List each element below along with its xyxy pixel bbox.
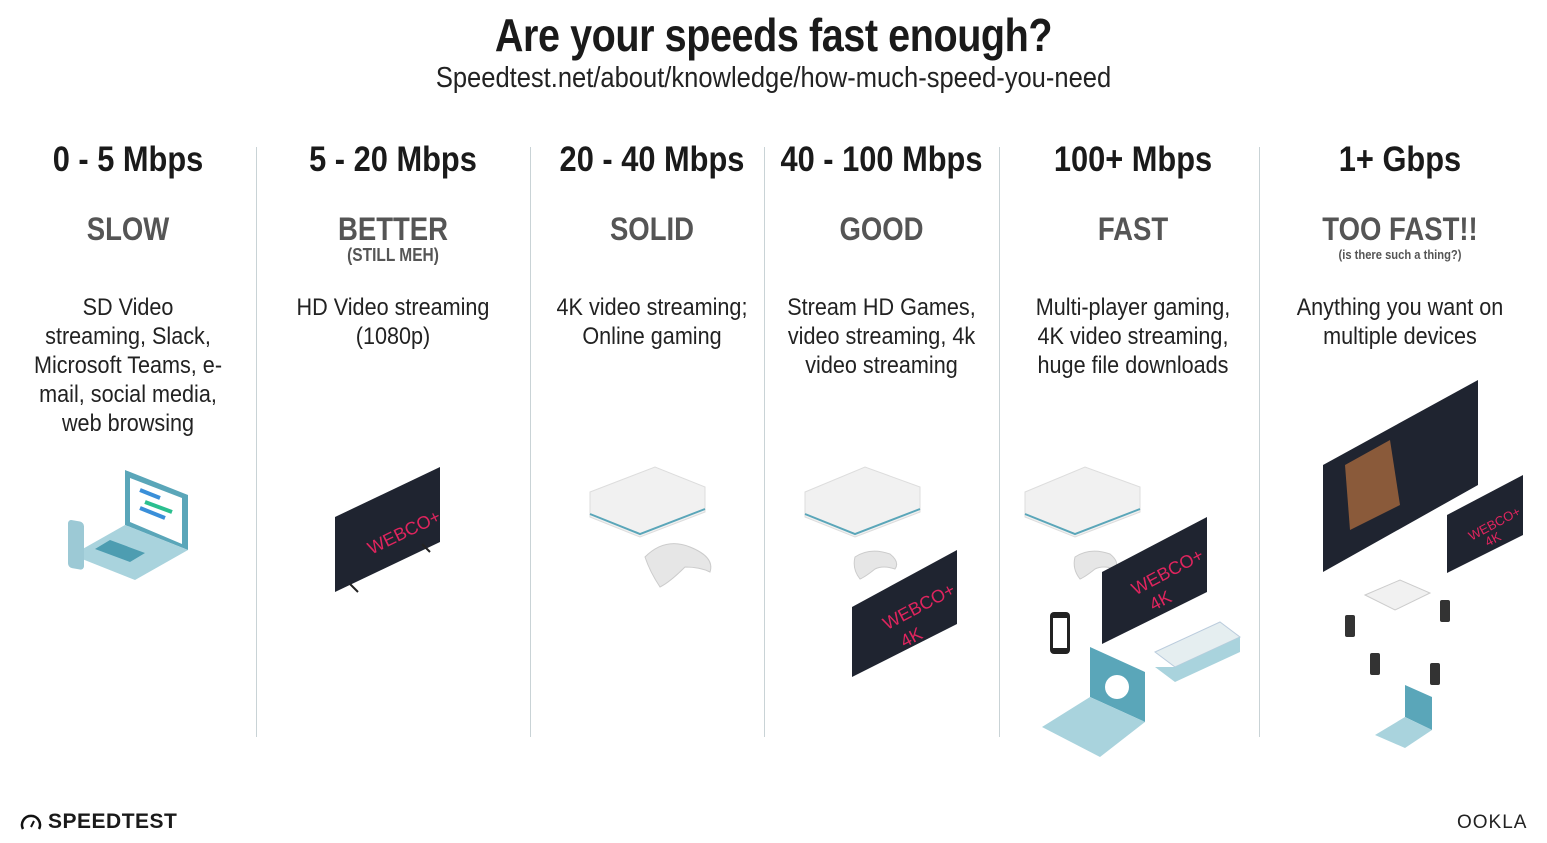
column-divider	[999, 147, 1000, 737]
column-divider	[764, 147, 765, 737]
speedtest-logo: SPEEDTEST	[20, 810, 177, 834]
tier-rating-sub: (is there such a thing?)	[1338, 247, 1462, 262]
page-title: Are your speeds fast enough?	[494, 9, 1053, 61]
tier-column-solid: 20 - 40 Mbps SOLID	[530, 140, 774, 246]
column-divider	[1259, 147, 1260, 737]
tier-column-good: 40 - 100 Mbps GOOD	[764, 140, 999, 246]
tier-description: Stream HD Games, video streaming, 4k vid…	[787, 294, 976, 379]
tier-rating: BETTER	[337, 211, 449, 247]
tier-speed: 20 - 40 Mbps	[559, 140, 745, 179]
game-console-icon	[589, 466, 712, 588]
tier-speed: 40 - 100 Mbps	[780, 140, 983, 179]
gbps-devices-icon: WEBCO+ 4K	[1323, 380, 1523, 748]
gamepad-icon	[644, 543, 712, 588]
tier-speed: 5 - 20 Mbps	[309, 140, 477, 179]
tier-column-too-fast: 1+ Gbps TOO FAST!! (is there such a thin…	[1280, 140, 1520, 264]
laptop-icon	[68, 470, 188, 580]
column-divider	[256, 147, 257, 737]
tier-rating: TOO FAST!!	[1322, 211, 1478, 247]
column-divider	[530, 147, 531, 737]
fast-devices-icon: WEBCO+ 4K	[1024, 466, 1241, 757]
source-url: Speedtest.net/about/knowledge/how-much-s…	[435, 62, 1112, 94]
tier-description: HD Video streaming (1080p)	[296, 294, 490, 350]
tier-speed: 0 - 5 Mbps	[52, 140, 204, 179]
tier-column-slow: 0 - 5 Mbps SLOW	[0, 140, 256, 246]
good-devices-icon: WEBCO+ 4K	[804, 466, 958, 677]
tier-column-better: 5 - 20 Mbps BETTER (STILL MEH)	[256, 140, 530, 264]
tier-description: Multi-player gaming, 4K video streaming,…	[1035, 294, 1231, 379]
svg-text:4K: 4K	[1482, 529, 1503, 550]
tier-rating: GOOD	[839, 211, 924, 247]
tier-description: Anything you want on multiple devices	[1296, 294, 1504, 350]
tier-description: SD Video streaming, Slack, Microsoft Tea…	[33, 294, 223, 437]
tier-description: 4K video streaming; Online gaming	[556, 294, 748, 350]
speedometer-icon	[20, 814, 42, 830]
tv-icon: WEBCO+	[335, 467, 444, 593]
tier-rating: SLOW	[86, 211, 170, 247]
ookla-logo: OOKLA	[1457, 812, 1528, 833]
tier-speed: 1+ Gbps	[1338, 140, 1462, 179]
speedtest-wordmark: SPEEDTEST	[48, 810, 178, 833]
tier-rating: SOLID	[609, 211, 695, 247]
tier-speed: 100+ Mbps	[1053, 140, 1213, 179]
tier-rating: FAST	[1097, 211, 1169, 247]
tier-column-fast: 100+ Mbps FAST	[999, 140, 1267, 246]
tier-rating-sub: (STILL MEH)	[347, 245, 439, 265]
